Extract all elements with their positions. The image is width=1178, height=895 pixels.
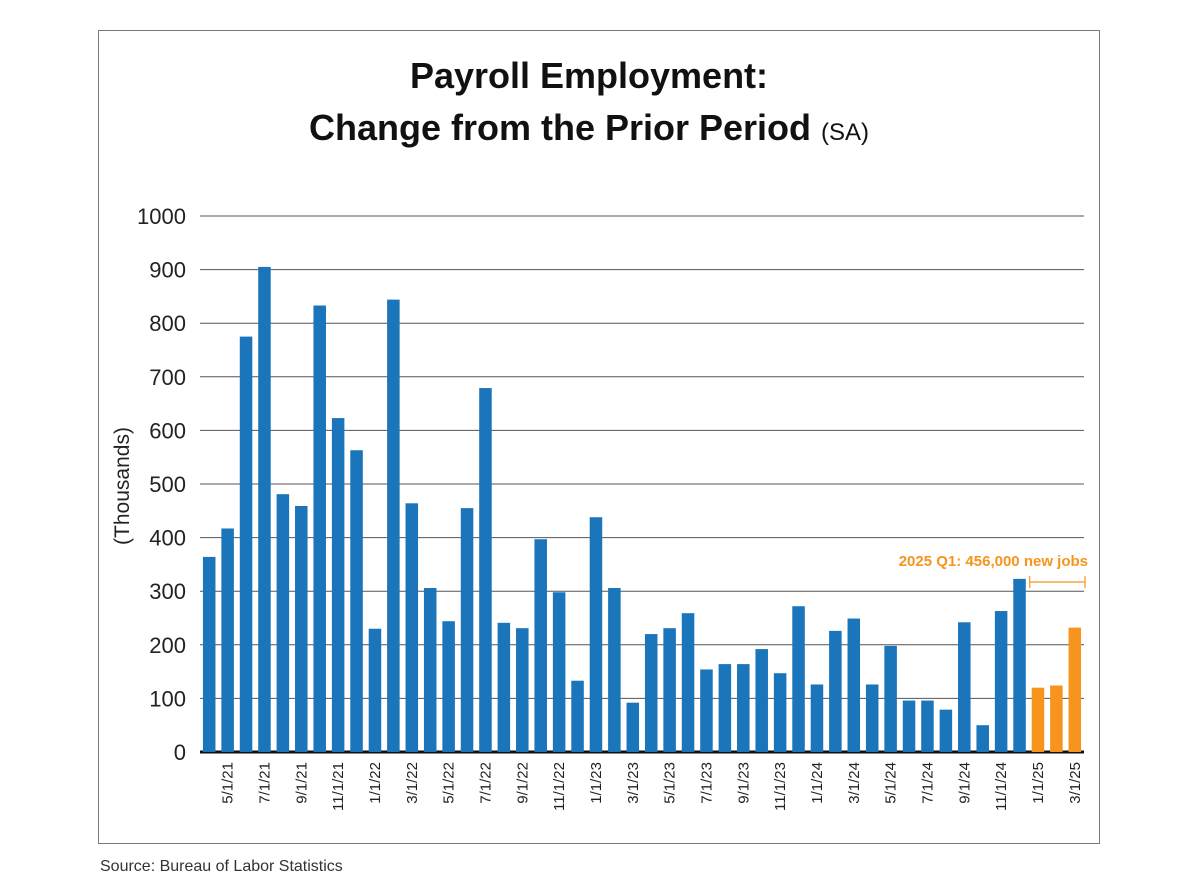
bar	[552, 592, 566, 752]
y-tick-label: 200	[149, 633, 186, 658]
x-tick-label: 3/1/23	[625, 762, 642, 804]
bar	[313, 305, 326, 752]
bar	[976, 725, 989, 752]
x-tick-label: 7/1/24	[919, 762, 936, 804]
bar	[276, 494, 290, 752]
bar	[202, 556, 216, 752]
y-tick-label: 700	[149, 365, 186, 390]
bar	[755, 649, 768, 752]
bar	[258, 266, 271, 752]
bar	[884, 645, 897, 752]
bar	[1068, 627, 1082, 752]
bar	[700, 669, 713, 752]
bar	[626, 702, 640, 752]
y-tick-label: 300	[149, 579, 186, 604]
bar	[773, 673, 787, 752]
bar	[442, 621, 455, 752]
bar	[718, 664, 732, 752]
bar	[994, 611, 1008, 752]
y-tick-label: 0	[174, 740, 186, 765]
x-tick-label: 5/1/24	[883, 762, 900, 804]
q1-annotation: 2025 Q1: 456,000 new jobs	[899, 553, 1088, 588]
bar	[571, 680, 584, 752]
title-suffix: (SA)	[821, 119, 870, 146]
x-tick-label: 3/1/24	[846, 762, 863, 804]
x-tick-label: 3/1/22	[404, 762, 421, 804]
bar	[902, 700, 916, 752]
bar	[829, 630, 842, 752]
title-line-2: Change from the Prior Period (SA)	[0, 102, 1178, 159]
x-tick-label: 1/1/24	[809, 762, 826, 804]
y-tick-label: 900	[149, 258, 186, 283]
x-tick-label: 11/1/22	[551, 762, 568, 811]
bar	[460, 508, 474, 752]
x-tick-label: 7/1/22	[477, 762, 494, 804]
bar	[921, 700, 934, 752]
bars	[202, 266, 1082, 752]
bar	[1013, 578, 1026, 752]
bar	[1050, 685, 1063, 752]
title-line-1: Payroll Employment:	[409, 55, 769, 96]
x-tick-label: 9/1/22	[514, 762, 531, 804]
y-axis-label: (Thousands)	[111, 427, 134, 545]
bar	[331, 418, 345, 752]
y-tick-label: 400	[149, 526, 186, 551]
x-tick-label: 3/1/25	[1067, 762, 1084, 804]
bar	[847, 618, 861, 752]
gridlines	[200, 215, 1084, 754]
x-tick-label: 1/1/23	[588, 762, 605, 804]
bar	[1031, 687, 1045, 752]
bar	[350, 450, 363, 752]
bar	[516, 628, 529, 752]
bar	[479, 388, 492, 752]
y-tick-label: 100	[149, 686, 186, 711]
x-tick-label: 5/1/22	[441, 762, 458, 804]
bar	[792, 606, 805, 752]
x-tick-label: 11/1/23	[772, 762, 789, 811]
source-note: Source: Bureau of Labor Statistics	[100, 858, 343, 875]
x-tick-label: 7/1/23	[698, 762, 715, 804]
bar	[239, 336, 253, 752]
y-tick-label: 500	[149, 472, 186, 497]
title-main: Change from the Prior Period	[308, 107, 812, 148]
chart-title: Payroll Employment: Change from the Prio…	[0, 50, 1178, 159]
bar	[221, 528, 234, 752]
y-tick-label: 1000	[137, 204, 186, 229]
x-tick-label: 1/1/25	[1030, 762, 1047, 804]
bar	[608, 587, 621, 752]
bar	[295, 505, 308, 752]
x-tick-label: 5/1/23	[662, 762, 679, 804]
x-tick-label: 5/1/21	[220, 762, 237, 804]
x-tick-label: 9/1/23	[735, 762, 752, 804]
y-axis-ticks: 0 100 200 300 400 500 600 700 800 900 1000	[137, 204, 186, 765]
x-tick-label: 1/1/22	[367, 762, 384, 804]
annotation-text: 2025 Q1: 456,000 new jobs	[899, 553, 1088, 570]
bar	[865, 684, 879, 752]
bar	[405, 503, 419, 752]
bar	[939, 709, 953, 752]
bar	[589, 517, 603, 752]
bar	[681, 613, 695, 752]
bar	[958, 622, 971, 752]
bar	[423, 587, 437, 752]
y-tick-label: 600	[149, 418, 186, 443]
bar	[368, 628, 382, 752]
chart-frame	[98, 30, 1100, 844]
x-tick-label: 9/1/24	[956, 762, 973, 804]
bar	[737, 664, 750, 752]
bar	[644, 634, 658, 752]
bar	[534, 539, 547, 752]
bar	[663, 628, 676, 752]
x-tick-label: 11/1/21	[330, 762, 347, 811]
bar	[387, 299, 400, 752]
x-axis-ticks: 5/1/21 7/1/21 9/1/21 11/1/21 1/1/22 3/1/22 5/1…	[220, 762, 1084, 811]
x-tick-label: 11/1/24	[993, 762, 1010, 811]
x-tick-label: 9/1/21	[293, 762, 310, 804]
x-tick-label: 7/1/21	[256, 762, 273, 804]
bar	[497, 622, 511, 752]
y-tick-label: 800	[149, 311, 186, 336]
bar	[810, 684, 824, 752]
